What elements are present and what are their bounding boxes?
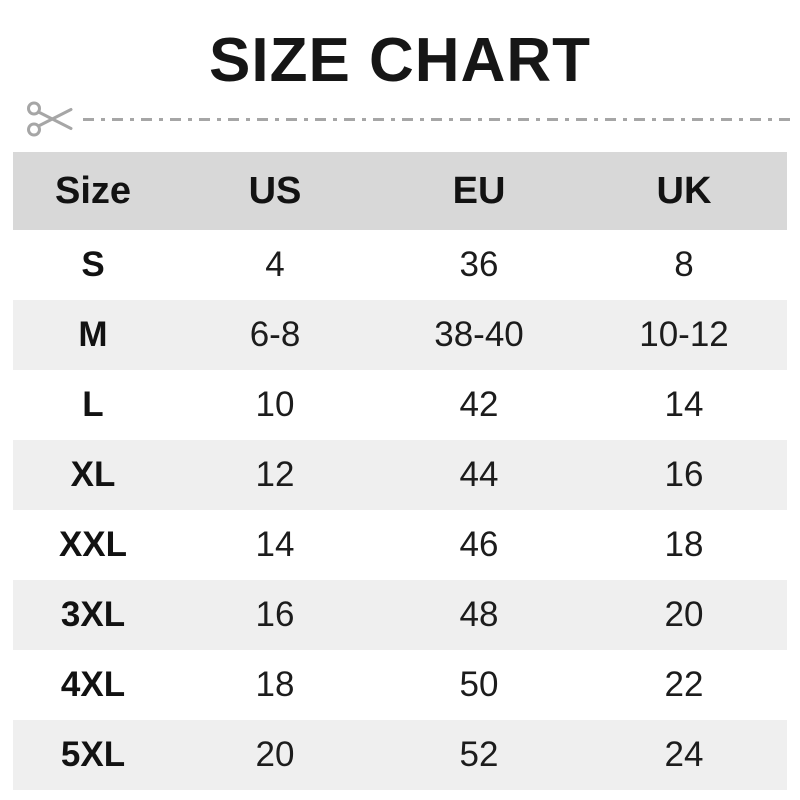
eu-cell: 50 <box>459 665 499 704</box>
size-cell: 4XL <box>60 665 126 704</box>
size-cell: 3XL <box>13 580 173 650</box>
table-row-xl: XL 12 44 16 <box>13 440 787 510</box>
size-cell: XL <box>13 440 173 510</box>
size-cell: S <box>81 245 105 284</box>
header-row: Size US EU UK <box>13 152 787 230</box>
uk-cell: 10-12 <box>581 300 787 370</box>
table-row-3xl: 3XL 16 48 20 <box>13 580 787 650</box>
col-header-size: Size <box>13 152 173 230</box>
us-cell: 12 <box>173 440 377 510</box>
col-header-uk: UK <box>581 152 787 230</box>
us-cell: 20 <box>173 720 377 790</box>
size-cell: L <box>82 385 104 424</box>
size-cell: XXL <box>58 525 128 564</box>
eu-cell: 42 <box>459 385 499 424</box>
eu-cell: 52 <box>377 720 581 790</box>
cut-line <box>26 98 792 140</box>
uk-cell: 14 <box>664 385 704 424</box>
uk-cell: 16 <box>581 440 787 510</box>
uk-cell: 24 <box>581 720 787 790</box>
us-cell: 18 <box>255 665 295 704</box>
table-row-5xl: 5XL 20 52 24 <box>13 720 787 790</box>
table-row-l: L 10 42 14 <box>13 370 787 440</box>
page-title: SIZE CHART <box>209 26 591 95</box>
table-row-s: S 4 36 8 <box>13 230 787 300</box>
uk-cell: 22 <box>664 665 704 704</box>
eu-cell: 46 <box>459 525 499 564</box>
us-cell: 6-8 <box>173 300 377 370</box>
us-cell: 16 <box>173 580 377 650</box>
table-row-4xl: 4XL 18 50 22 <box>13 650 787 720</box>
eu-cell: 44 <box>377 440 581 510</box>
eu-cell: 48 <box>377 580 581 650</box>
uk-cell: 8 <box>674 245 694 284</box>
size-cell: 5XL <box>13 720 173 790</box>
uk-cell: 20 <box>581 580 787 650</box>
us-cell: 4 <box>265 245 285 284</box>
col-header-us: US <box>173 152 377 230</box>
dashed-cut-line <box>83 117 792 121</box>
col-header-eu: EU <box>377 152 581 230</box>
uk-cell: 18 <box>664 525 704 564</box>
us-cell: 10 <box>255 385 295 424</box>
size-table: Size US EU UK S 4 36 8 M 6-8 38-40 10-12… <box>13 152 787 790</box>
eu-cell: 36 <box>459 245 499 284</box>
size-cell: M <box>13 300 173 370</box>
table-row-xxl: XXL 14 46 18 <box>13 510 787 580</box>
eu-cell: 38-40 <box>377 300 581 370</box>
scissors-icon <box>26 99 74 139</box>
us-cell: 14 <box>255 525 295 564</box>
table-row-m: M 6-8 38-40 10-12 <box>13 300 787 370</box>
